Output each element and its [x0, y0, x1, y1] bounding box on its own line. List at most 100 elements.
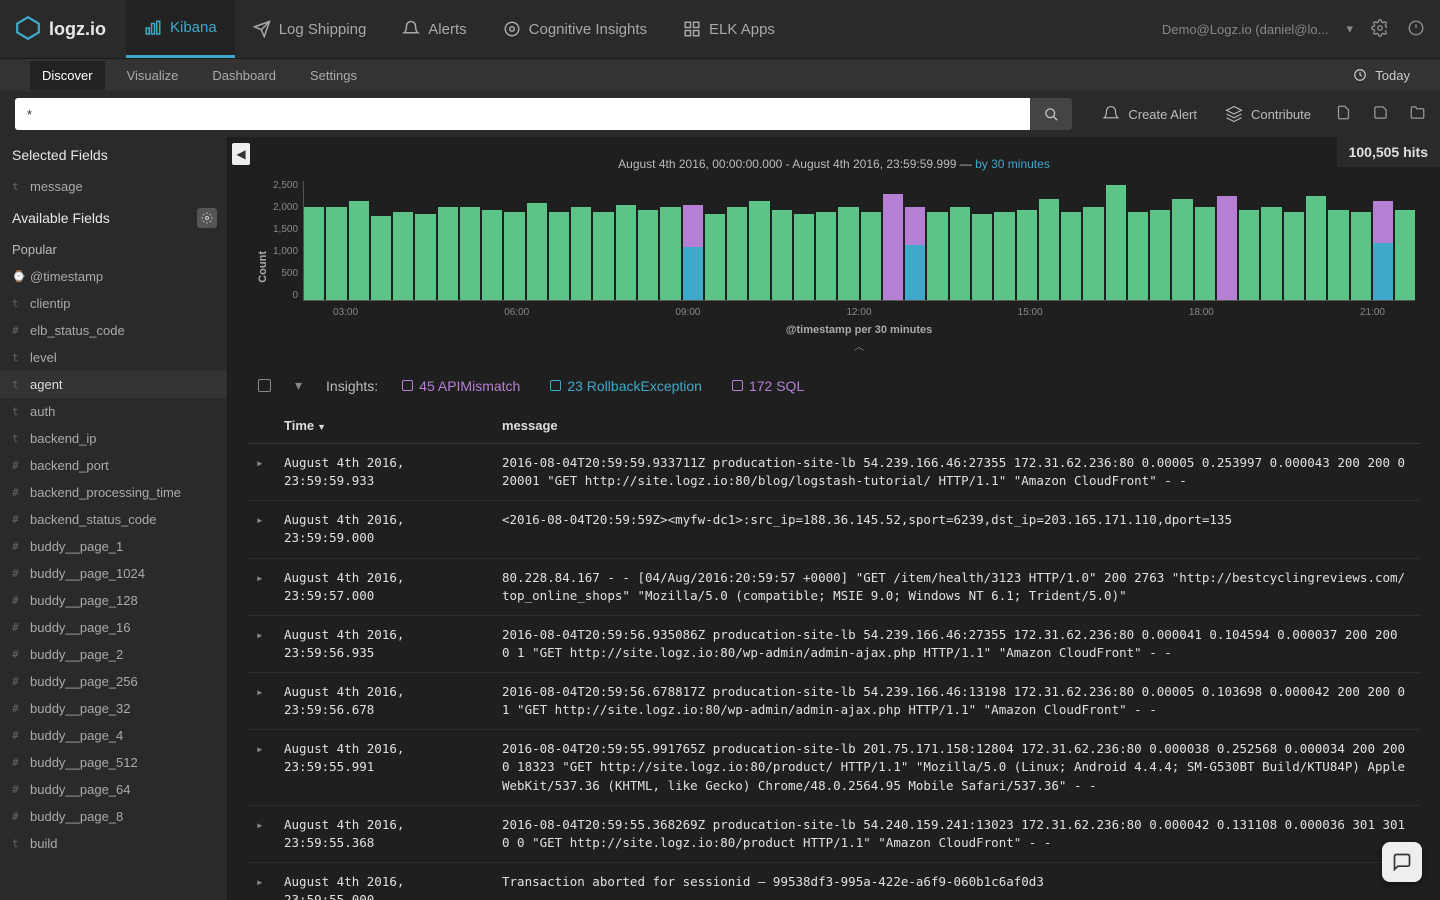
bar[interactable] — [1284, 181, 1304, 300]
bar[interactable] — [727, 181, 747, 300]
field-backend_status_code[interactable]: #backend_status_code — [0, 506, 227, 533]
subnav-settings[interactable]: Settings — [298, 61, 369, 90]
logo[interactable]: logz.io — [15, 15, 106, 44]
bar[interactable] — [749, 181, 769, 300]
expand-row-icon[interactable]: ▸ — [256, 873, 284, 900]
bar[interactable] — [1195, 181, 1215, 300]
bar[interactable] — [1128, 181, 1148, 300]
chevron-down-icon[interactable]: ▾ — [1346, 21, 1353, 37]
tab-elk-apps[interactable]: ELK Apps — [665, 0, 793, 58]
bar[interactable] — [438, 181, 458, 300]
table-row[interactable]: ▸August 4th 2016, 23:59:56.9352016-08-04… — [248, 616, 1420, 673]
subnav-dashboard[interactable]: Dashboard — [200, 61, 288, 90]
bar[interactable] — [527, 181, 547, 300]
gear-icon[interactable] — [1371, 19, 1389, 40]
tab-kibana[interactable]: Kibana — [126, 0, 235, 58]
bar[interactable] — [1395, 181, 1415, 300]
tab-log-shipping[interactable]: Log Shipping — [235, 0, 385, 58]
table-row[interactable]: ▸August 4th 2016, 23:59:55.9912016-08-04… — [248, 730, 1420, 805]
search-input[interactable] — [15, 98, 1030, 130]
bar[interactable] — [460, 181, 480, 300]
bar[interactable] — [1217, 181, 1237, 300]
bar[interactable] — [950, 181, 970, 300]
bar[interactable] — [638, 181, 658, 300]
table-row[interactable]: ▸August 4th 2016, 23:59:59.9332016-08-04… — [248, 444, 1420, 501]
table-row[interactable]: ▸August 4th 2016, 23:59:55.000Transactio… — [248, 863, 1420, 900]
expand-row-icon[interactable]: ▸ — [256, 740, 284, 794]
bar[interactable] — [927, 181, 947, 300]
bar[interactable] — [838, 181, 858, 300]
bar[interactable] — [1150, 181, 1170, 300]
bar[interactable] — [1261, 181, 1281, 300]
field-agent[interactable]: tagent — [0, 371, 227, 398]
bar[interactable] — [883, 181, 903, 300]
table-row[interactable]: ▸August 4th 2016, 23:59:55.3682016-08-04… — [248, 806, 1420, 863]
bar[interactable] — [349, 181, 369, 300]
field-buddy__page_256[interactable]: #buddy__page_256 — [0, 668, 227, 695]
time-picker[interactable]: Today — [1353, 68, 1410, 83]
insight-apimismatch[interactable]: 45 APIMismatch — [402, 378, 520, 394]
bar[interactable] — [1172, 181, 1192, 300]
bar[interactable] — [1106, 181, 1126, 300]
field-buddy__page_1024[interactable]: #buddy__page_1024 — [0, 560, 227, 587]
field-backend_ip[interactable]: tbackend_ip — [0, 425, 227, 452]
search-button[interactable] — [1030, 98, 1072, 130]
field-level[interactable]: tlevel — [0, 344, 227, 371]
bar[interactable] — [549, 181, 569, 300]
expand-row-icon[interactable]: ▸ — [256, 683, 284, 719]
bar[interactable] — [1017, 181, 1037, 300]
bar[interactable] — [772, 181, 792, 300]
expand-row-icon[interactable]: ▸ — [256, 454, 284, 490]
bar[interactable] — [972, 181, 992, 300]
field-buddy__page_4[interactable]: #buddy__page_4 — [0, 722, 227, 749]
field-buddy__page_512[interactable]: #buddy__page_512 — [0, 749, 227, 776]
table-row[interactable]: ▸August 4th 2016, 23:59:57.00080.228.84.… — [248, 559, 1420, 616]
tab-cognitive-insights[interactable]: Cognitive Insights — [485, 0, 665, 58]
table-row[interactable]: ▸August 4th 2016, 23:59:59.000<2016-08-0… — [248, 501, 1420, 558]
field-buddy__page_64[interactable]: #buddy__page_64 — [0, 776, 227, 803]
bar[interactable] — [1306, 181, 1326, 300]
field-build[interactable]: tbuild — [0, 830, 227, 857]
logout-icon[interactable] — [1407, 19, 1425, 40]
bar[interactable] — [571, 181, 591, 300]
collapse-sidebar-button[interactable]: ◀ — [232, 143, 250, 165]
fields-settings-button[interactable] — [197, 208, 217, 228]
field-auth[interactable]: tauth — [0, 398, 227, 425]
field-clientip[interactable]: tclientip — [0, 290, 227, 317]
bar[interactable] — [1061, 181, 1081, 300]
bar[interactable] — [504, 181, 524, 300]
bar[interactable] — [660, 181, 680, 300]
field-message[interactable]: tmessage — [0, 173, 227, 200]
bar[interactable] — [415, 181, 435, 300]
chart-collapse-toggle[interactable]: ︿ — [303, 338, 1415, 353]
bar[interactable] — [994, 181, 1014, 300]
table-row[interactable]: ▸August 4th 2016, 23:59:56.6782016-08-04… — [248, 673, 1420, 730]
bar[interactable] — [705, 181, 725, 300]
contribute-button[interactable]: Contribute — [1225, 105, 1311, 123]
expand-row-icon[interactable]: ▸ — [256, 626, 284, 662]
bar[interactable] — [1039, 181, 1059, 300]
header-message[interactable]: message — [502, 418, 1412, 433]
bar[interactable] — [1351, 181, 1371, 300]
field-@timestamp[interactable]: ⌚@timestamp — [0, 263, 227, 290]
expand-row-icon[interactable]: ▸ — [256, 569, 284, 605]
bar[interactable] — [616, 181, 636, 300]
chart-bars[interactable] — [303, 181, 1415, 301]
bar[interactable] — [326, 181, 346, 300]
subnav-visualize[interactable]: Visualize — [115, 61, 191, 90]
field-backend_port[interactable]: #backend_port — [0, 452, 227, 479]
bar[interactable] — [371, 181, 391, 300]
subnav-discover[interactable]: Discover — [30, 61, 105, 90]
bar[interactable] — [593, 181, 613, 300]
chat-fab[interactable] — [1382, 842, 1422, 882]
bar[interactable] — [1239, 181, 1259, 300]
expand-row-icon[interactable]: ▸ — [256, 816, 284, 852]
new-icon[interactable] — [1336, 105, 1351, 123]
field-elb_status_code[interactable]: #elb_status_code — [0, 317, 227, 344]
bar[interactable] — [905, 181, 925, 300]
bar[interactable] — [304, 181, 324, 300]
chart-interval-link[interactable]: by 30 minutes — [975, 157, 1050, 171]
field-buddy__page_2[interactable]: #buddy__page_2 — [0, 641, 227, 668]
open-icon[interactable] — [1410, 105, 1425, 123]
bar[interactable] — [1083, 181, 1103, 300]
